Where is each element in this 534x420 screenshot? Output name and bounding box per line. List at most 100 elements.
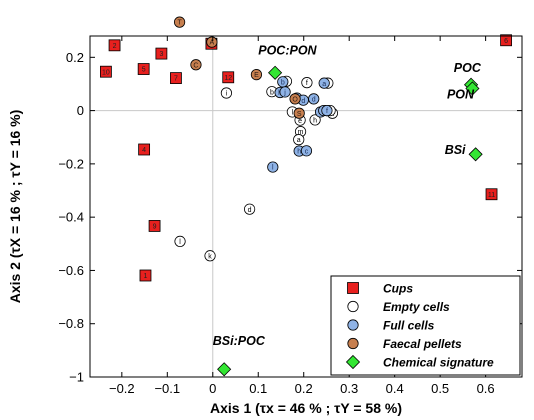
axis-ticks: −0.2 −0.1 0 0.1 0.2 0.3 0.4 0.5 0.6 0.2 0 −0.2 −0.4 −… [58,36,522,396]
y-tick-label: −0.4 [58,210,84,225]
cups-point-label: 3 [159,51,163,58]
faecal-pellets-point-label: O [292,96,298,103]
y-tick-label: 0.2 [66,50,84,65]
cups-point-label: 4 [142,147,146,154]
x-tick-label: 0.6 [477,381,495,396]
empty-cells-point-label: m [298,129,304,136]
y-axis-label: Axis 2 (τX = 16 % ; τY = 16 %) [7,110,23,304]
faecal-pellets-point [206,36,218,48]
faecal-pellets-point-label: C [193,62,198,69]
legend: Cups Empty cells Full cells Faecal pellets C… [330,275,521,376]
faecal-pellets-point-label: A [210,40,215,47]
empty-cells-point-label: l [179,239,181,246]
plot-frame [89,35,523,378]
faecal-pellets-point-label: S [297,111,302,118]
empty-cells-point [301,77,313,89]
empty-cells-point-label: i [226,91,228,98]
full-cells-point-label: a [322,81,326,88]
x-tick-label: −0.2 [109,381,135,396]
x-tick-label: 0.3 [340,381,358,396]
full-cells-point-label: f [326,108,328,115]
faecal-pellets-point-label: T [177,20,182,27]
chemical-signature-point [465,81,480,96]
y-tick-label: 0 [77,103,84,118]
cups-point [170,72,182,84]
empty-cells-point-label: e [298,118,302,125]
y-tick-label: −0.8 [58,316,84,331]
cups-point [148,220,161,232]
y-tick-label: −0.2 [58,156,84,171]
cups-point-label: 12 [224,75,232,82]
empty-cells-point-label: k [208,253,212,260]
cups-point-label: 5 [142,67,146,74]
series-full-cells: hbjkddaehfhcl [267,76,333,173]
empty-cells-point [309,114,321,126]
x-tick-label: 0.2 [295,381,313,396]
x-tick-label: −0.1 [154,381,180,396]
cups-point [155,47,168,60]
chemical-signature-point [268,65,283,80]
cups-point-label: 2 [113,43,117,50]
cups-point-label: 7 [174,76,178,83]
cups-point-label: 10 [102,69,110,76]
faecal-pellets-point-label: E [254,72,259,79]
full-cells-point-label: c [305,148,309,155]
faecal-pellets-point [293,107,305,119]
cups-point-label: 9 [153,224,157,231]
legend-label: Full cells [383,319,435,333]
legend-box [330,275,521,376]
x-axis-label: Axis 1 (τx = 46 % ; τY = 58 %) [210,400,402,416]
legend-label: Chemical signature [383,356,494,370]
legend-marker [347,337,359,350]
empty-cells-point [220,87,233,99]
x-tick-label: 0.1 [249,381,267,396]
empty-cells-point-label: a [297,137,301,144]
full-cells-point [321,104,333,117]
full-cells-point [308,93,320,105]
x-tick-label: 0.5 [431,381,449,396]
faecal-pellets-point [190,59,202,71]
cups-point [100,65,112,78]
annotations: POC:PON POC PON BSi BSi:POC [213,44,482,348]
empty-cells-point-label: f [306,80,308,87]
faecal-pellets-point [289,93,301,105]
full-cells-point [267,161,279,173]
annotation-label: POC:PON [258,44,317,58]
x-tick-label: 0 [209,381,216,396]
annotation-label: BSi:POC [213,334,266,348]
empty-cells-point-label: l [292,110,294,117]
full-cells-point-label: l [272,165,274,172]
series-faecal-pellets: T C A E O S [173,16,305,119]
x-tick-label: 0.4 [386,381,404,396]
cups-point [138,143,151,156]
full-cells-point-label: j [283,90,286,97]
empty-cells-point-label: h [313,118,317,125]
faecal-pellets-point [250,69,263,81]
cups-point [485,188,498,201]
faecal-pellets-point [173,16,186,28]
empty-cells-point [244,203,256,215]
legend-marker [347,319,359,331]
legend-label: Faecal pellets [383,337,462,351]
cups-point-label: 6 [504,38,508,45]
full-cells-point [279,86,291,98]
cups-point [222,71,235,84]
legend-label: Empty cells [383,300,450,314]
legend-marker [347,282,359,294]
empty-cells-point-label: d [248,207,252,214]
legend-marker [345,354,361,370]
empty-cells-point [174,235,186,247]
legend-marker [347,300,359,313]
legend-label: Cups [383,282,413,296]
chemical-signature-point [217,362,232,377]
empty-cells-point-label: b [270,89,274,96]
y-tick-label: −0.6 [58,263,84,278]
cups-point [139,269,152,282]
empty-cells-point [293,134,305,146]
chemical-signature-point [468,147,483,162]
full-cells-point-label: h [297,149,301,156]
annotation-label: POC [454,61,482,75]
y-tick-label: −1 [69,370,84,385]
cups-point [500,34,512,47]
